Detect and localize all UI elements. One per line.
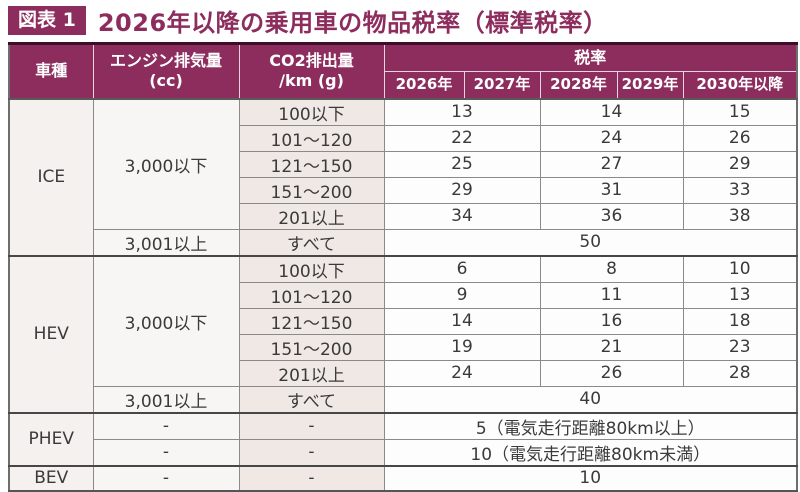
tax-value-cell: 14 <box>539 98 684 126</box>
header-co2-line2: /km (g) <box>279 71 344 91</box>
tax-value-cell: 9 <box>383 281 541 309</box>
tax-value-cell: 24 <box>539 124 684 152</box>
co2-range-cell: 101〜120 <box>238 281 385 309</box>
header-year-2028: 2028年 <box>539 71 618 100</box>
tax-rate-table: 車種 エンジン排気量 (cc) CO2排出量 /km (g) 税率 2026年 … <box>8 42 798 492</box>
co2-range-cell: すべて <box>238 228 385 256</box>
tax-value-cell: 26 <box>539 359 684 387</box>
tax-value-cell: 26 <box>682 124 798 152</box>
co2-range-cell: 151〜200 <box>238 176 385 204</box>
engine-cell: - <box>92 411 240 440</box>
tax-value-cell: 18 <box>682 307 798 335</box>
header-year-2029: 2029年 <box>616 71 684 100</box>
tax-value-cell: 24 <box>383 359 541 387</box>
table-row: 201以上 24 26 28 <box>9 359 798 387</box>
table-row: 3,001以上 すべて 40 <box>9 385 798 413</box>
header-co2-emissions: CO2排出量 /km (g) <box>238 43 385 100</box>
table-row: ICE 3,000以下 100以下 13 14 15 <box>8 98 798 256</box>
tax-value-cell: 28 <box>682 359 798 387</box>
figure-badge: 図表 1 <box>8 5 86 36</box>
tax-value-cell: 8 <box>539 254 684 283</box>
table-body: ICE 3,000以下 100以下 13 14 15 101〜120 22 24… <box>8 98 798 491</box>
table-header: 車種 エンジン排気量 (cc) CO2排出量 /km (g) 税率 2026年 … <box>8 43 798 100</box>
table-row: - - 10（電気走行距離80km未満） <box>9 438 798 466</box>
header-year-2030plus: 2030年以降 <box>682 71 798 100</box>
header-engine-line1: エンジン排気量 <box>109 51 222 71</box>
engine-cell: - <box>92 438 240 466</box>
tax-value-cell: 16 <box>539 307 684 335</box>
page-title: 2026年以降の乗用車の物品税率（標準税率） <box>97 9 608 37</box>
co2-range-cell: 121〜150 <box>238 150 385 178</box>
engine-cell: 3,001以上 <box>92 385 240 413</box>
engine-cell: 3,001以上 <box>92 228 240 256</box>
header-tax-rate: 税率 <box>383 43 798 72</box>
tax-value-cell: 25 <box>383 150 541 178</box>
tax-value-cell: 6 <box>383 254 541 283</box>
table-row: PHEV - - 5（電気走行距離80km以上） <box>8 411 798 466</box>
tax-value-cell: 29 <box>682 150 798 178</box>
table-row: 201以上 34 36 38 <box>9 202 798 230</box>
vehicle-cell-phev: PHEV <box>8 411 94 466</box>
co2-range-cell: - <box>238 438 385 466</box>
tax-value-cell: 27 <box>539 150 684 178</box>
tax-value-cell: 13 <box>682 281 798 309</box>
table-row: 151〜200 29 31 33 <box>9 176 798 204</box>
vehicle-cell-bev: BEV <box>8 464 94 491</box>
co2-range-cell: すべて <box>238 385 385 413</box>
tax-value-cell: 38 <box>682 202 798 230</box>
table-row: 3,001以上 すべて 50 <box>9 228 798 256</box>
tax-value-cell: 40 <box>383 385 798 413</box>
co2-range-cell: 100以下 <box>238 98 385 126</box>
tax-value-cell: 19 <box>383 333 541 361</box>
table-row: 101〜120 22 24 26 <box>9 124 798 152</box>
tax-value-cell: 11 <box>539 281 684 309</box>
tax-value-cell: 33 <box>682 176 798 204</box>
co2-range-cell: - <box>238 411 385 440</box>
header-vehicle-type: 車種 <box>8 43 94 100</box>
co2-range-cell: 151〜200 <box>238 333 385 361</box>
header-engine-line2: (cc) <box>149 71 183 91</box>
tax-value-cell: 15 <box>682 98 798 126</box>
vehicle-cell-ice: ICE <box>8 98 94 256</box>
co2-range-cell: 121〜150 <box>238 307 385 335</box>
tax-value-cell: 13 <box>383 98 541 126</box>
figure-title-row: 図表 1 2026年以降の乗用車の物品税率（標準税率） <box>8 4 796 37</box>
tax-value-cell: 50 <box>383 228 798 256</box>
tax-value-cell: 29 <box>383 176 541 204</box>
co2-range-cell: 201以上 <box>238 202 385 230</box>
header-engine-displacement: エンジン排気量 (cc) <box>92 43 240 100</box>
tax-value-cell: 22 <box>383 124 541 152</box>
tax-value-cell: 34 <box>383 202 541 230</box>
engine-cell: - <box>92 464 240 491</box>
co2-range-cell: 101〜120 <box>238 124 385 152</box>
tax-value-cell: 14 <box>383 307 541 335</box>
tax-value-cell: 5（電気走行距離80km以上） <box>383 411 798 440</box>
co2-range-cell: 201以上 <box>238 359 385 387</box>
table-row: 151〜200 19 21 23 <box>9 333 798 361</box>
table-row: 121〜150 14 16 18 <box>9 307 798 335</box>
tax-value-cell: 23 <box>682 333 798 361</box>
engine-cell: 3,000以下 <box>92 98 240 230</box>
tax-value-cell: 21 <box>539 333 684 361</box>
table-row: 121〜150 25 27 29 <box>9 150 798 178</box>
header-co2-line1: CO2排出量 <box>269 51 354 71</box>
vehicle-cell-hev: HEV <box>8 254 94 413</box>
header-year-2027: 2027年 <box>463 71 541 100</box>
table-row: HEV 3,000以下 100以下 6 8 10 <box>8 254 798 413</box>
tax-value-cell: 31 <box>539 176 684 204</box>
engine-cell: 3,000以下 <box>92 254 240 387</box>
co2-range-cell: - <box>238 464 385 491</box>
table-row: BEV - - 10 <box>8 464 798 491</box>
header-year-2026: 2026年 <box>383 71 465 100</box>
co2-range-cell: 100以下 <box>238 254 385 283</box>
tax-value-cell: 10（電気走行距離80km未満） <box>383 438 798 466</box>
tax-value-cell: 10 <box>383 464 798 491</box>
tax-value-cell: 10 <box>682 254 798 283</box>
tax-value-cell: 36 <box>539 202 684 230</box>
